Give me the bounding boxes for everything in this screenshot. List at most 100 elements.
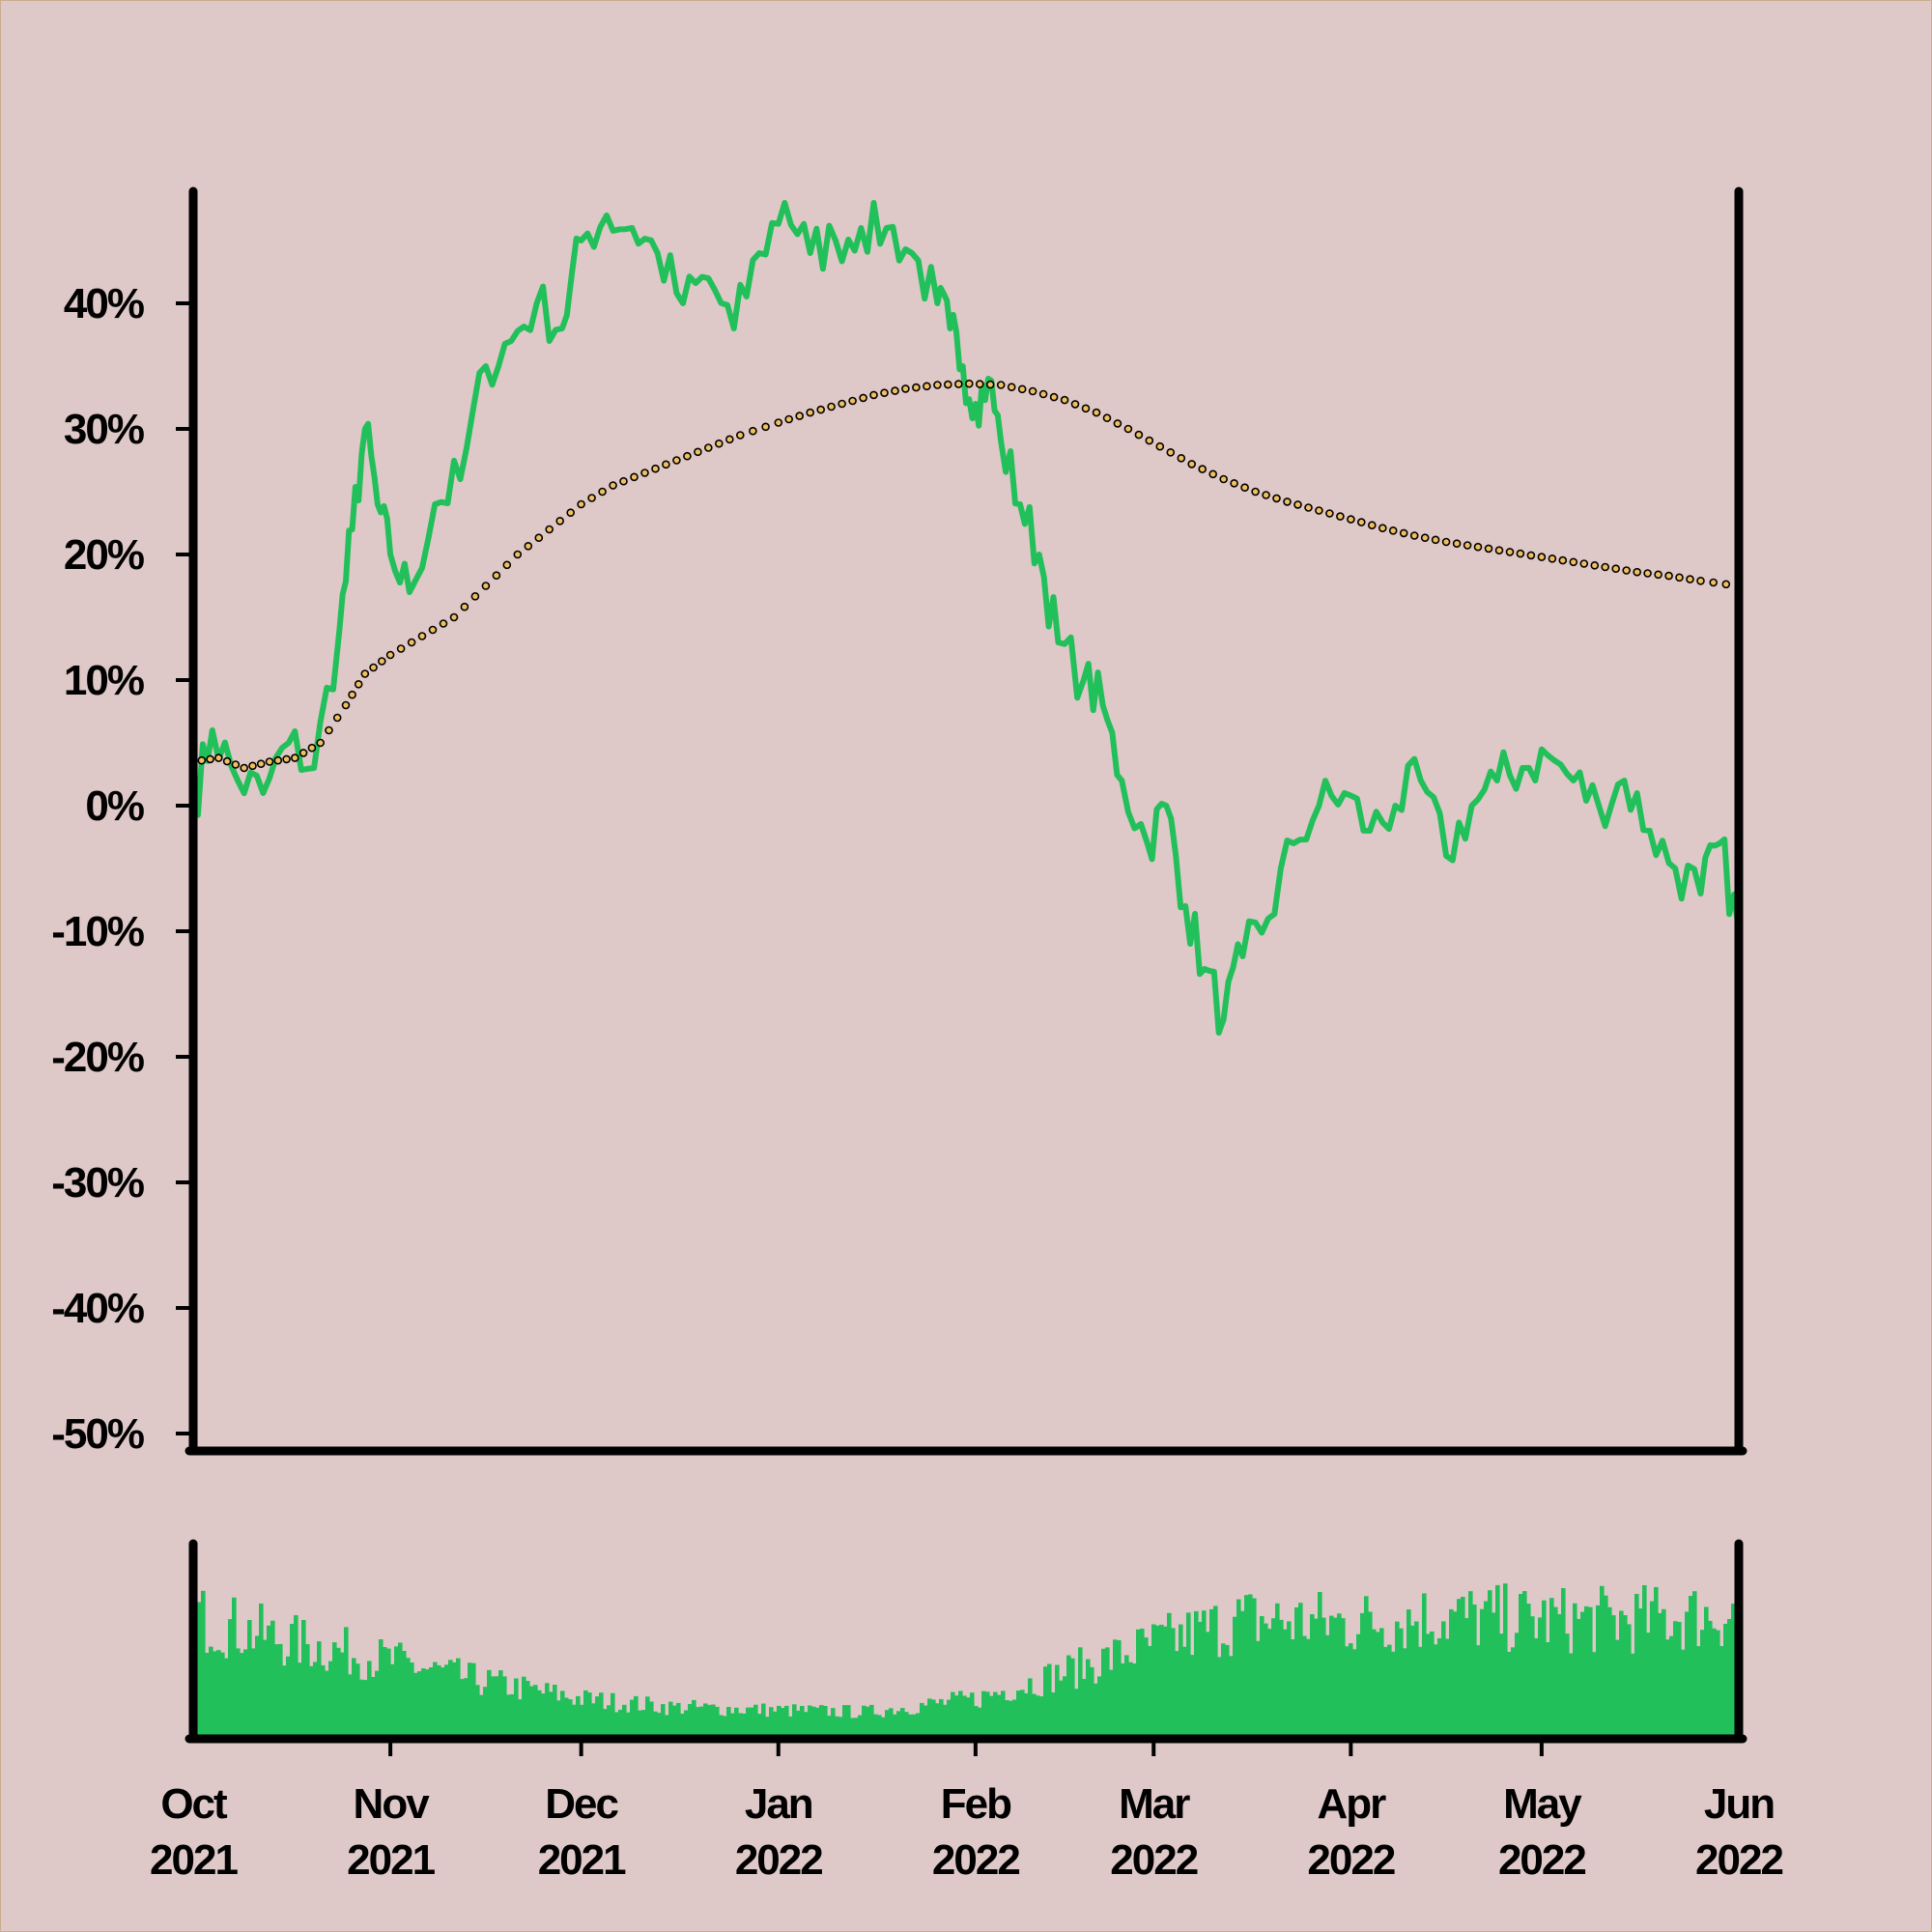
volume-bar [1492, 1612, 1496, 1735]
volume-bar [580, 1704, 584, 1735]
volume-bar [1488, 1590, 1492, 1735]
volume-bar [1105, 1647, 1110, 1735]
moving-average-dot [1283, 497, 1292, 506]
volume-bar [1271, 1618, 1276, 1735]
volume-bar [1155, 1625, 1160, 1735]
volume-bar [684, 1710, 689, 1735]
moving-average-dot [749, 426, 757, 436]
volume-bar [1101, 1648, 1106, 1735]
moving-average-dot [1643, 569, 1652, 578]
volume-bar [599, 1692, 604, 1735]
volume-bar [657, 1713, 662, 1735]
volume-bar [587, 1692, 592, 1735]
moving-average-dot [880, 388, 889, 398]
moving-average-dot [265, 757, 274, 766]
moving-average-dot [1675, 573, 1684, 582]
volume-bar [224, 1658, 229, 1735]
moving-average-dot [1611, 564, 1620, 574]
moving-average-dot [1622, 566, 1631, 575]
volume-bar [738, 1713, 743, 1735]
volume-bar [1082, 1679, 1087, 1735]
volume-bar [1163, 1626, 1168, 1735]
volume-bar [1615, 1639, 1620, 1735]
main-series-group [190, 200, 1742, 1037]
moving-average-dot [1388, 526, 1398, 535]
volume-bar [406, 1658, 411, 1735]
moving-average-dot [341, 700, 351, 710]
volume-bar [1302, 1635, 1307, 1735]
volume-bar [1202, 1610, 1207, 1735]
volume-bar [236, 1648, 241, 1735]
volume-bar [804, 1712, 809, 1735]
volume-bar [251, 1648, 256, 1735]
volume-bar [838, 1717, 843, 1735]
volume-bar [367, 1661, 372, 1735]
volume-bar [1619, 1610, 1624, 1735]
volume-bar [1700, 1630, 1705, 1735]
volume-bar [1673, 1621, 1678, 1735]
volume-bar [1039, 1696, 1044, 1735]
x-tick-label-year: 2022 [1307, 1836, 1394, 1884]
volume-bar [1565, 1634, 1570, 1735]
moving-average-dot [273, 755, 283, 765]
volume-bar [1584, 1605, 1589, 1735]
y-tick-label: -30% [51, 1159, 144, 1207]
volume-bar [866, 1706, 870, 1735]
volume-bar [1151, 1624, 1156, 1735]
volume-bar [556, 1700, 561, 1735]
moving-average-dot [1219, 474, 1228, 484]
volume-bar [835, 1716, 839, 1735]
moving-average-dot [1633, 567, 1641, 577]
volume-bar [583, 1690, 588, 1735]
volume-bar [1376, 1632, 1380, 1735]
moving-average-dot [975, 380, 984, 388]
moving-average-dot [1368, 521, 1377, 530]
volume-bar [502, 1676, 507, 1735]
main-series-line [190, 200, 1742, 1037]
volume-bar [719, 1715, 724, 1735]
volume-bar [1654, 1586, 1659, 1735]
volume-bar [498, 1670, 503, 1735]
volume-bar [371, 1677, 376, 1735]
volume-bar [332, 1642, 337, 1735]
volume-bar [495, 1676, 499, 1735]
volume-bar [1345, 1646, 1350, 1735]
volume-bar [1457, 1599, 1462, 1735]
moving-average-dot [1208, 469, 1217, 479]
volume-bar [1530, 1616, 1535, 1735]
volume-bar [1580, 1611, 1585, 1735]
moving-average-dot [1484, 544, 1493, 554]
volume-bar [1592, 1652, 1597, 1735]
volume-bar [247, 1620, 252, 1735]
moving-average-dot [662, 460, 670, 469]
volume-bar [634, 1695, 639, 1735]
volume-bar [1186, 1612, 1191, 1735]
x-tick-label-year: 2022 [1695, 1836, 1782, 1884]
volume-bar [645, 1696, 650, 1735]
volume-bar [1677, 1622, 1682, 1735]
volume-bar [1036, 1695, 1040, 1735]
volume-bar [1179, 1624, 1183, 1735]
volume-bar [1611, 1615, 1616, 1735]
volume-bar [1337, 1613, 1342, 1735]
volume-bar [1063, 1676, 1067, 1735]
volume-bar [908, 1714, 913, 1735]
y-axis-ticks: 40% 30% 20% 10% 0% -10% -20% -30% -40% -50% [51, 280, 193, 1458]
volume-bar [823, 1706, 828, 1735]
moving-average-dot [385, 650, 395, 660]
volume-bar [796, 1710, 801, 1735]
volume-bar [1526, 1604, 1531, 1735]
volume-bar [1669, 1635, 1674, 1735]
volume-bar [1631, 1653, 1635, 1735]
volume-bar [854, 1718, 859, 1735]
moving-average-dot [1579, 559, 1589, 568]
volume-bar [1256, 1640, 1261, 1735]
volume-bar [692, 1699, 696, 1735]
volume-bar [487, 1669, 492, 1735]
volume-bar [1573, 1603, 1577, 1735]
volume-bar [730, 1713, 735, 1735]
volume-bar [1329, 1615, 1334, 1735]
volume-bar [1306, 1638, 1311, 1735]
moving-average-dot [1262, 491, 1270, 499]
volume-bar [1449, 1608, 1454, 1735]
